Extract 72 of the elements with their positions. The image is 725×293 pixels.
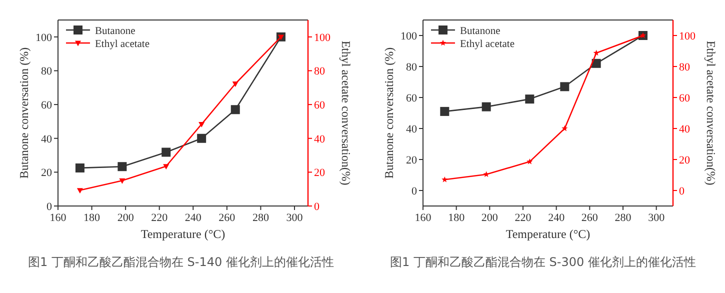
y2-tick-label: 100 bbox=[679, 30, 696, 42]
y2-tick-label: 40 bbox=[314, 133, 326, 146]
x-tick-label: 300 bbox=[286, 212, 304, 224]
y-tick-label: 100 bbox=[400, 30, 418, 42]
x-tick-label: 260 bbox=[218, 212, 236, 224]
y2-tick-label: 20 bbox=[314, 167, 326, 180]
y-tick-label: 60 bbox=[406, 92, 418, 104]
point bbox=[163, 164, 170, 170]
point bbox=[230, 105, 240, 114]
y2-tick-label: 0 bbox=[679, 186, 685, 198]
y-tick-label: 80 bbox=[41, 66, 52, 78]
x-axis-title: Temperature (°C) bbox=[140, 227, 226, 241]
point bbox=[162, 148, 171, 157]
point bbox=[76, 188, 83, 194]
y-tick-label: 20 bbox=[41, 167, 52, 180]
point bbox=[232, 82, 238, 87]
legend-label: Butanone bbox=[460, 26, 501, 37]
point bbox=[592, 58, 601, 68]
x-tick-label: 280 bbox=[614, 212, 632, 224]
y2-tick-label: 40 bbox=[679, 124, 690, 136]
caption: 图1 丁酮和乙酸乙酯混合物在 S-300 催化剂上的催化活性 bbox=[390, 255, 696, 269]
y-axis-title: Butanone conversation (%) bbox=[382, 47, 396, 179]
caption: 图1 丁酮和乙酸乙酯混合物在 S-140 催化剂上的催化活性 bbox=[28, 255, 334, 269]
x-tick-label: 300 bbox=[648, 212, 666, 224]
y-tick-label: 0 bbox=[46, 201, 52, 213]
y-tick-label: 40 bbox=[41, 133, 52, 146]
x-tick-label: 240 bbox=[184, 212, 202, 224]
y-tick-label: 80 bbox=[406, 62, 418, 74]
x-tick-label: 160 bbox=[50, 212, 67, 224]
y2-tick-label: 0 bbox=[314, 201, 320, 213]
y2-tick-label: 60 bbox=[314, 100, 326, 112]
point bbox=[75, 163, 84, 172]
y-tick-label: 100 bbox=[36, 32, 52, 44]
x-tick-label: 180 bbox=[84, 212, 101, 224]
point bbox=[562, 125, 568, 132]
point bbox=[278, 34, 284, 40]
y-tick-label: 0 bbox=[412, 186, 418, 198]
y2-tick-label: 20 bbox=[679, 154, 690, 166]
legend-label: Butanone bbox=[95, 26, 136, 37]
x-tick-label: 160 bbox=[414, 212, 432, 224]
x-axis-title: Temperature (°C) bbox=[506, 227, 590, 241]
y-tick-label: 20 bbox=[406, 154, 418, 166]
x-tick-label: 180 bbox=[448, 212, 466, 224]
point bbox=[197, 134, 206, 143]
y2-tick-label: 100 bbox=[314, 32, 331, 44]
y-axis-title: Butanone conversation (%) bbox=[17, 47, 31, 179]
x-tick-label: 200 bbox=[481, 212, 498, 224]
y-tick-label: 40 bbox=[406, 124, 418, 136]
point bbox=[442, 176, 448, 182]
y-tick-label: 60 bbox=[41, 100, 52, 112]
point bbox=[560, 82, 570, 92]
legend-label: Ethyl acetate bbox=[460, 39, 515, 50]
y2-tick-label: 80 bbox=[679, 62, 690, 74]
point bbox=[525, 94, 534, 104]
point bbox=[118, 162, 127, 172]
x-tick-label: 260 bbox=[581, 212, 598, 224]
legend-label: Ethyl acetate bbox=[95, 39, 150, 50]
point bbox=[482, 102, 491, 112]
x-tick-label: 220 bbox=[514, 212, 532, 224]
y2-axis-title: Ethyl acetate conversation(%) bbox=[339, 40, 353, 186]
y2-axis-title: Ethyl acetate conversation(%) bbox=[704, 40, 718, 186]
point bbox=[198, 122, 205, 128]
y2-tick-label: 60 bbox=[679, 92, 690, 104]
x-tick-label: 200 bbox=[117, 212, 134, 224]
point bbox=[526, 158, 533, 164]
x-tick-label: 240 bbox=[548, 212, 566, 224]
x-tick-label: 280 bbox=[252, 212, 270, 224]
point bbox=[440, 106, 450, 116]
point bbox=[119, 178, 126, 184]
y2-tick-label: 80 bbox=[314, 66, 326, 78]
x-tick-label: 220 bbox=[151, 212, 168, 224]
point bbox=[593, 50, 600, 56]
